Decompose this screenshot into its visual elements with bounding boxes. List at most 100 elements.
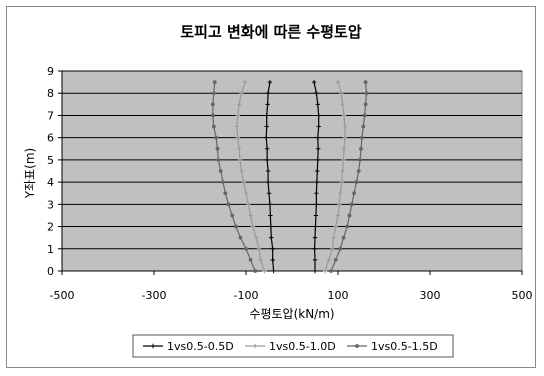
x-tick-label: -500	[50, 289, 75, 302]
series-2-point	[337, 202, 342, 207]
legend-label-2: 1vs0.5-1.0D	[269, 340, 336, 353]
series-3-point	[230, 213, 235, 218]
plot-area	[61, 70, 523, 272]
series-1-point	[266, 191, 272, 196]
series-3-point	[226, 202, 231, 207]
x-tick-label: 500	[512, 289, 533, 302]
series-3-point	[223, 191, 228, 196]
series-1-point	[268, 224, 274, 229]
x-tick-label: -100	[234, 289, 259, 302]
series-1-point	[267, 79, 273, 85]
series-3-point	[352, 191, 357, 196]
series-3-point	[333, 257, 338, 262]
legend-marker-1	[150, 343, 156, 349]
y-tick-label: 0	[47, 265, 54, 278]
series-2-point	[248, 213, 253, 218]
series-1-point	[267, 202, 273, 207]
series-2-point	[330, 246, 335, 251]
series-1-point	[312, 235, 318, 240]
series-2-point	[256, 246, 262, 251]
series-2-point	[242, 79, 248, 85]
series-2-point	[335, 213, 341, 218]
series-2-point	[236, 102, 242, 107]
series-group	[210, 79, 369, 274]
y-tick-label: 4	[47, 176, 54, 189]
series-3-point	[360, 135, 364, 140]
y-tick-label: 5	[47, 154, 54, 167]
series-1-point	[271, 268, 276, 274]
series-3-point	[354, 180, 359, 185]
series-1-point	[313, 213, 319, 218]
chart-title: 토피고 변화에 따른 수평토압	[180, 23, 361, 41]
series-3-point	[210, 102, 215, 107]
gridlines	[58, 70, 523, 275]
series-3-point	[338, 246, 343, 251]
legend-label-1: 1vs0.5-0.5D	[167, 340, 234, 353]
series-1-point	[265, 91, 271, 96]
series-3-point	[345, 224, 350, 229]
series-1-point	[264, 113, 269, 118]
series-2-point	[322, 268, 328, 274]
series-3-point	[216, 157, 221, 162]
series-2-point	[234, 124, 239, 129]
series-2-point	[237, 157, 243, 163]
series-2-point	[246, 202, 251, 207]
x-tick-label: 100	[328, 289, 349, 302]
series-1-point	[312, 246, 317, 251]
series-2-point	[250, 224, 256, 229]
series-2-point	[335, 79, 341, 85]
series-1-point	[312, 257, 318, 263]
series-1-point	[269, 235, 274, 240]
y-tick-label: 2	[47, 221, 54, 234]
series-3-point	[238, 235, 243, 240]
series-2-point	[258, 257, 263, 263]
series-3-point	[329, 269, 334, 273]
series-1-point	[315, 168, 320, 174]
series-2-point	[341, 146, 347, 151]
series-1-point	[264, 135, 269, 140]
series-2-point	[340, 102, 345, 107]
series-1-point	[265, 179, 271, 185]
series-3-point	[233, 224, 238, 229]
series-1-point	[316, 124, 321, 129]
x-axis-label: 수평토압(kN/m)	[249, 307, 334, 321]
series-2-point	[338, 191, 343, 196]
series-1-point	[268, 213, 273, 218]
y-tick-label: 3	[47, 198, 54, 211]
series-2-point	[342, 124, 348, 129]
y-tick-label: 9	[47, 65, 54, 78]
series-1-point	[311, 79, 317, 85]
series-3-point	[347, 213, 352, 218]
x-tick-label: 300	[420, 289, 441, 302]
series-3-point	[358, 157, 362, 162]
series-1-point	[315, 135, 320, 140]
legend-marker-2	[252, 343, 258, 349]
legend: 1vs0.5-0.5D 1vs0.5-1.0D 1vs0.5-1.5D	[143, 340, 438, 353]
series-2-point	[341, 113, 347, 118]
y-tick-label: 6	[47, 132, 54, 145]
series-1-point	[264, 157, 270, 163]
series-2-point	[243, 191, 249, 196]
series-3-point	[212, 80, 217, 85]
series-2-point	[239, 168, 244, 174]
series-2-point	[339, 179, 344, 185]
series-3-point	[248, 257, 253, 262]
x-tick-label: -300	[142, 289, 167, 302]
series-2-point	[326, 257, 331, 263]
series-2-point	[236, 146, 242, 151]
series-3-point	[364, 91, 369, 96]
series-3-point	[363, 102, 368, 107]
legend-box	[132, 334, 454, 358]
series-3-point	[210, 113, 215, 118]
chart-svg: 토피고 변화에 따른 수평토압 0 1 2 3 4 5 6 7 8 9 -500 -300 -100 10…	[23, 23, 533, 358]
y-tick-label: 8	[47, 87, 54, 100]
series-1-point	[265, 102, 270, 107]
series-1-point	[270, 246, 275, 251]
series-1-point	[264, 124, 269, 129]
series-1-point	[265, 168, 271, 174]
series-3-point	[244, 246, 248, 251]
legend-marker-3	[355, 344, 359, 348]
series-2-point	[235, 135, 240, 140]
series-3-point	[218, 169, 223, 173]
series-3-point	[211, 91, 216, 96]
